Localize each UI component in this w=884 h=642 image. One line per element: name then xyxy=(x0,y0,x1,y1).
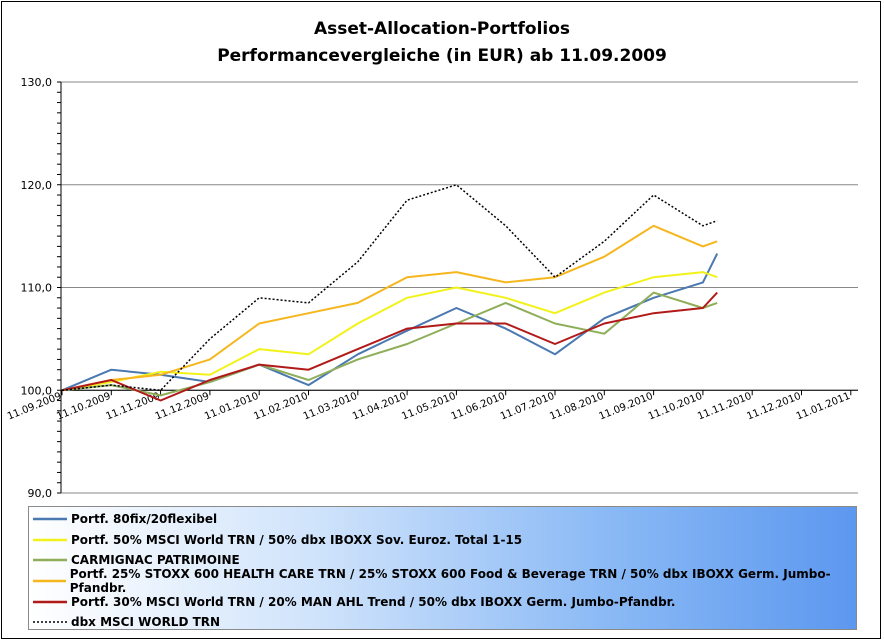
legend-swatch xyxy=(33,579,66,583)
x-tick-label: 11.04.2010 xyxy=(351,391,408,423)
x-tick-label: 11.05.2010 xyxy=(400,391,457,423)
chart-title: Asset-Allocation-Portfolios xyxy=(313,19,571,39)
series-line-3 xyxy=(61,291,718,397)
x-tick-label: 11.08.2010 xyxy=(548,391,605,423)
legend-label: Portf. 50% MSCI World TRN / 50% dbx IBOX… xyxy=(71,532,523,547)
legend-label: Portf. 25% STOXX 600 HEALTH CARE TRN / 2… xyxy=(69,567,831,596)
legend-label: dbx MSCI WORLD TRN xyxy=(71,615,221,630)
x-tick-label: 11.10.2010 xyxy=(647,391,704,423)
legend-swatch xyxy=(33,559,67,562)
series-line-4 xyxy=(61,224,718,392)
legend: Portf. 80fix/20flexibel Portf. 50% MSCI W… xyxy=(28,506,857,630)
x-tick-label: 11.09.2010 xyxy=(598,391,655,423)
y-tick-label: 130,0 xyxy=(21,76,53,89)
legend-label: Portf. 30% MSCI World TRN / 20% MAN AHL … xyxy=(71,594,676,609)
x-tick-label: 11.12.2010 xyxy=(745,391,802,423)
x-tick-label: 11.01.2010 xyxy=(203,391,260,423)
legend-item: Portf. 50% MSCI World TRN / 50% dbx IBOX… xyxy=(29,530,856,551)
legend-label: CARMIGNAC PATRIMOINE xyxy=(71,553,240,568)
x-tick-label: 11.01.2011 xyxy=(795,391,852,423)
y-tick-label: 120,0 xyxy=(21,179,53,192)
legend-item: dbx MSCI WORLD TRN xyxy=(29,612,856,633)
series-line-6 xyxy=(61,184,718,392)
y-tick-label: 100,0 xyxy=(21,384,53,397)
legend-swatch xyxy=(33,600,67,603)
legend-label: Portf. 80fix/20flexibel xyxy=(71,512,218,527)
series-line-5 xyxy=(61,291,718,402)
legend-swatch xyxy=(33,621,67,624)
y-tick-label: 90,0 xyxy=(28,487,53,500)
legend-item: CARMIGNAC PATRIMOINE xyxy=(29,550,856,571)
x-tick-label: 11.03.2010 xyxy=(302,391,359,423)
y-tick-label: 110,0 xyxy=(21,282,53,295)
series-line-2 xyxy=(61,271,718,392)
x-tick-label: 11.11.2009 xyxy=(105,391,162,423)
legend-swatch xyxy=(33,518,67,521)
legend-item: Portf. 25% STOXX 600 HEALTH CARE TRN / 2… xyxy=(29,567,856,595)
x-tick-label: 11.06.2010 xyxy=(450,391,507,423)
x-tick-label: 11.02.2010 xyxy=(252,391,309,423)
chart-subtitle: Performancevergleiche (in EUR) ab 11.09.… xyxy=(217,46,667,66)
legend-item: Portf. 30% MSCI World TRN / 20% MAN AHL … xyxy=(29,591,856,612)
x-tick-label: 11.07.2010 xyxy=(499,391,556,423)
x-tick-label: 11.11.2010 xyxy=(696,391,753,423)
series-line-1 xyxy=(61,253,719,392)
legend-item: Portf. 80fix/20flexibel xyxy=(29,509,856,530)
legend-swatch xyxy=(33,538,67,542)
x-tick-label: 11.10.2009 xyxy=(55,391,112,423)
